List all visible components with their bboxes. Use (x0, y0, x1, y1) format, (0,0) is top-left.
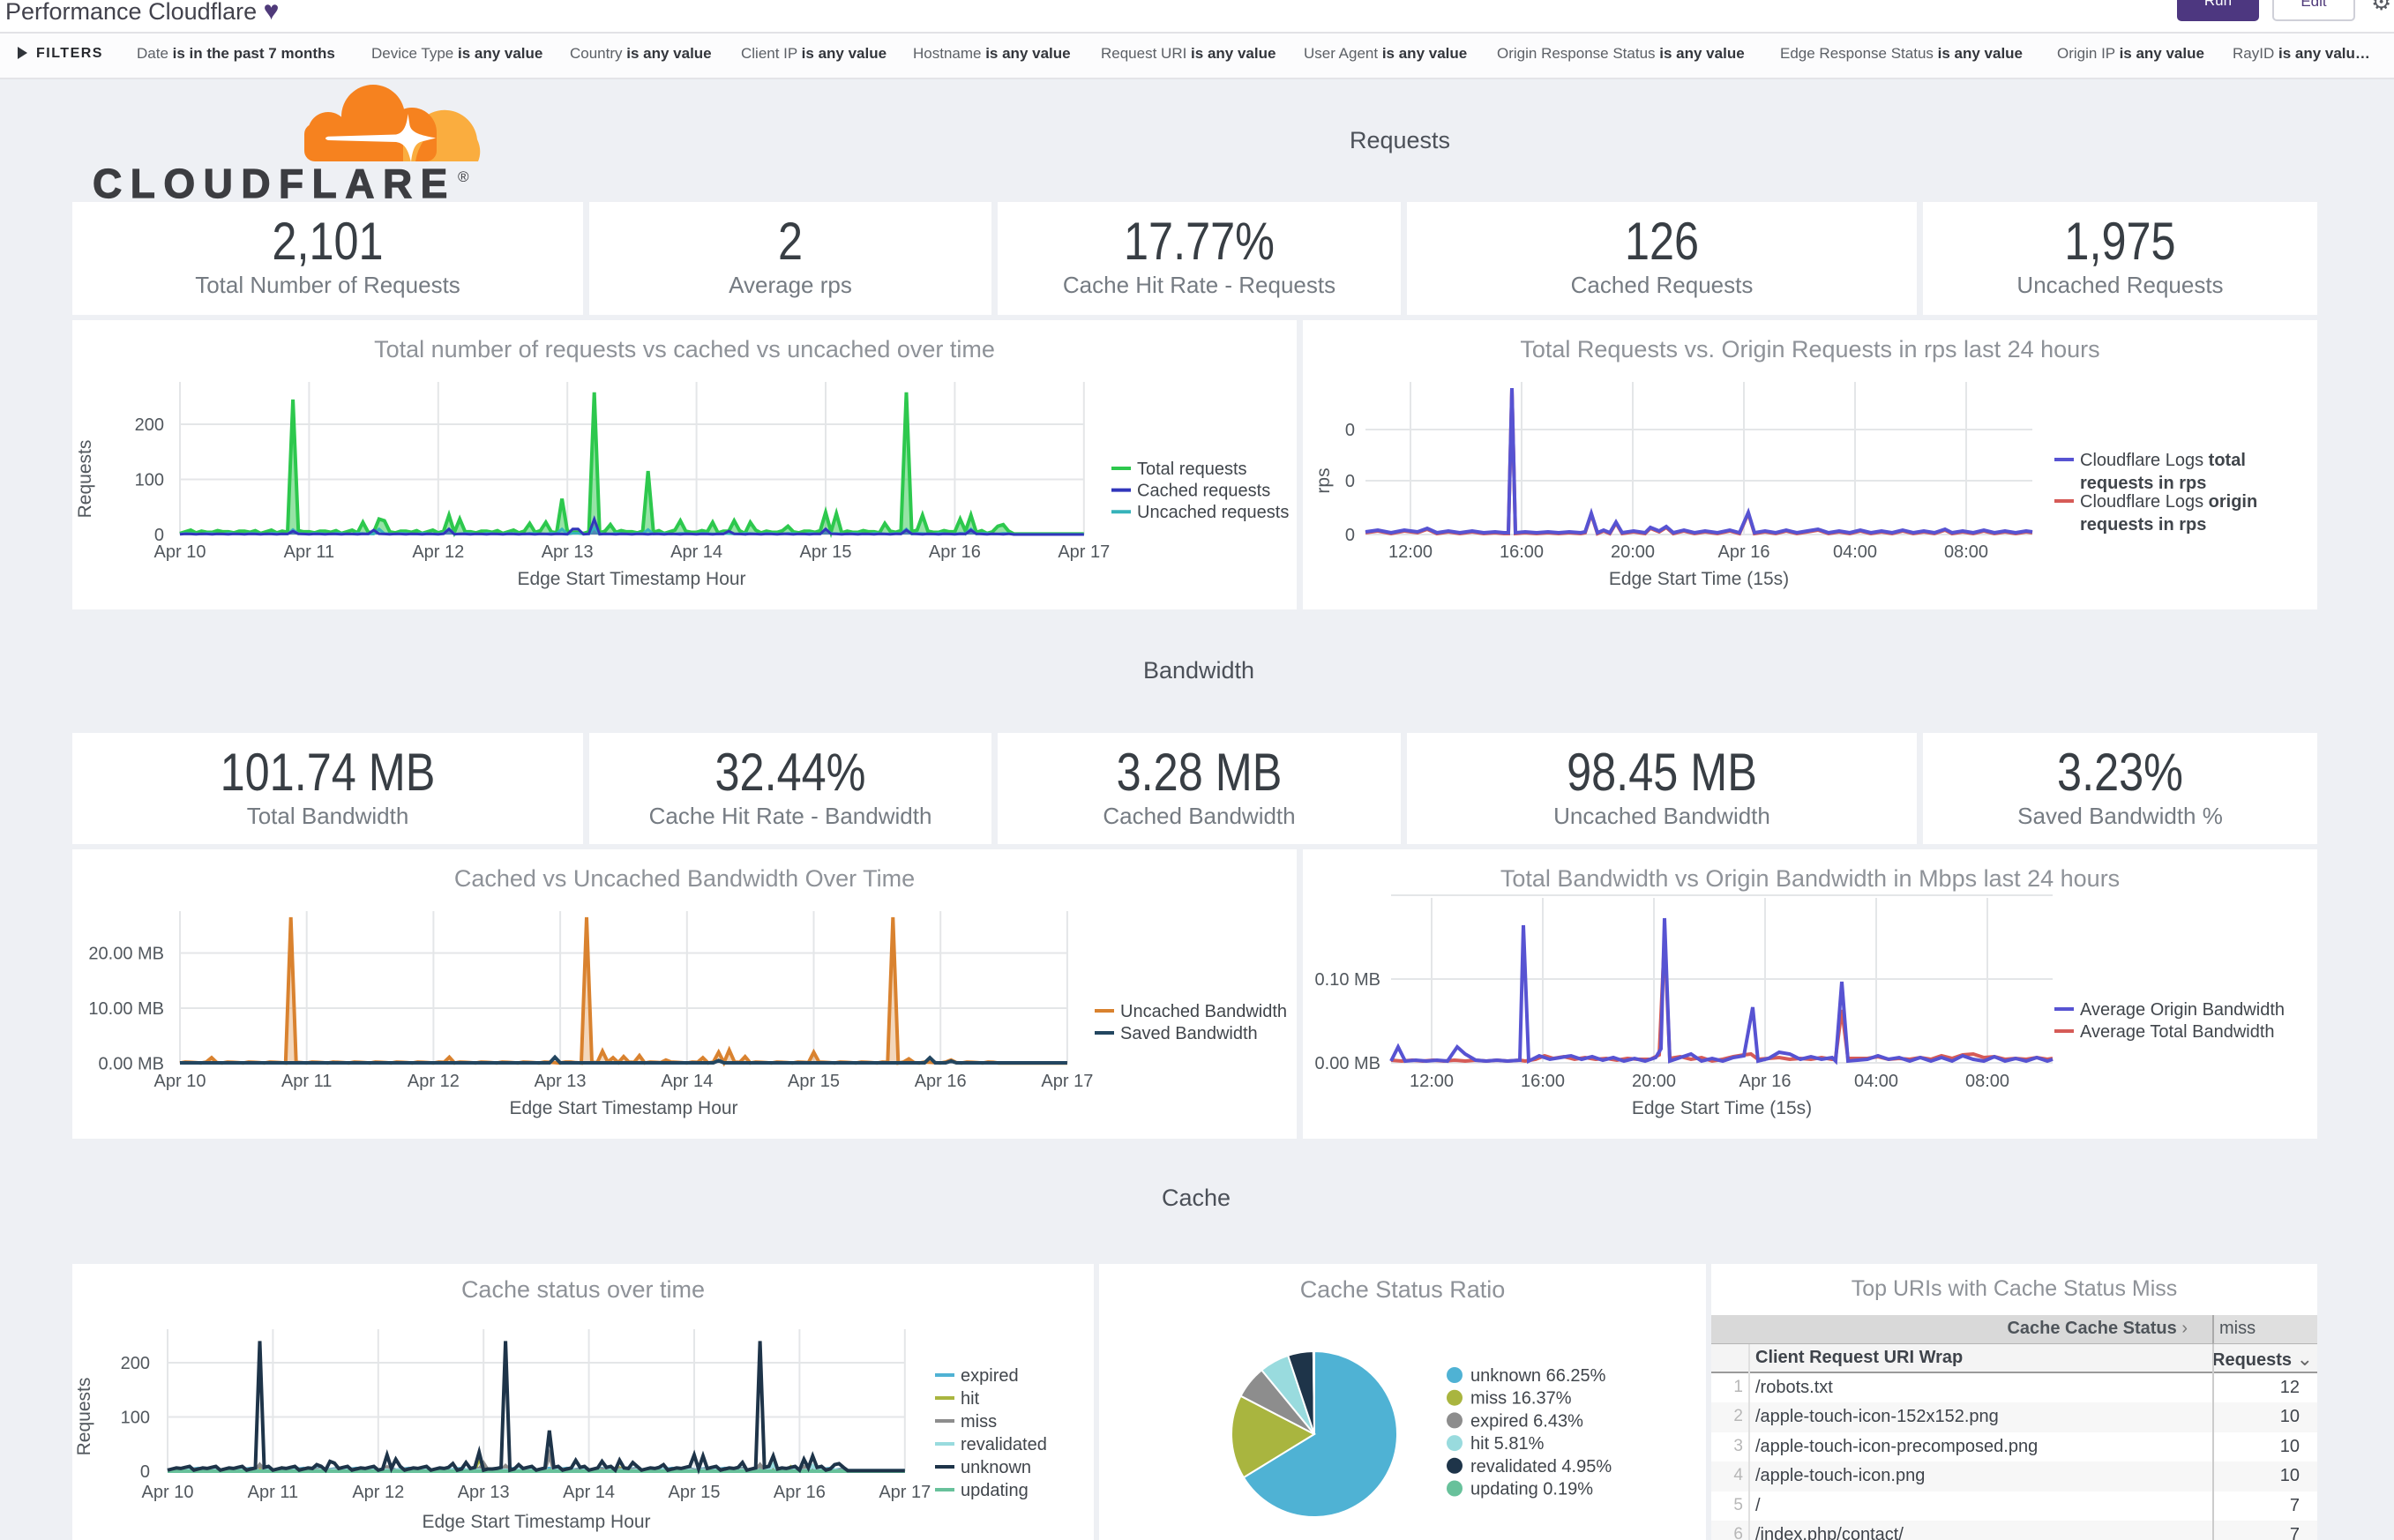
svg-text:Apr 17: Apr 17 (1041, 1072, 1093, 1091)
svg-text:Apr 15: Apr 15 (800, 542, 852, 562)
svg-text:Apr 15: Apr 15 (788, 1072, 840, 1091)
svg-text:Total Requests vs. Origin Requ: Total Requests vs. Origin Requests in rp… (1520, 336, 2099, 363)
svg-text:20:00: 20:00 (1611, 542, 1655, 562)
svg-text:rps: rps (1313, 467, 1334, 493)
svg-text:0: 0 (1345, 526, 1355, 545)
svg-text:expired: expired (961, 1366, 1019, 1386)
svg-text:Apr 10: Apr 10 (142, 1483, 194, 1502)
svg-text:0.00 MB: 0.00 MB (1315, 1054, 1380, 1073)
svg-text:Apr 12: Apr 12 (412, 542, 464, 562)
svg-text:Average Origin Bandwidth: Average Origin Bandwidth (2080, 1000, 2285, 1020)
svg-text:200: 200 (135, 415, 164, 435)
svg-text:08:00: 08:00 (1965, 1072, 2009, 1091)
svg-text:12:00: 12:00 (1388, 542, 1433, 562)
svg-text:0: 0 (140, 1462, 150, 1482)
svg-text:04:00: 04:00 (1833, 542, 1877, 562)
svg-text:Apr 10: Apr 10 (154, 1072, 206, 1091)
svg-text:Apr 14: Apr 14 (563, 1483, 615, 1502)
svg-text:Apr 12: Apr 12 (352, 1483, 404, 1502)
svg-text:Edge Start Timestamp Hour: Edge Start Timestamp Hour (517, 569, 745, 589)
svg-text:12:00: 12:00 (1410, 1072, 1454, 1091)
svg-text:CLOUDFLARE: CLOUDFLARE (93, 161, 456, 203)
svg-text:Apr 13: Apr 13 (542, 542, 594, 562)
svg-text:Apr 14: Apr 14 (661, 1072, 713, 1091)
svg-text:Edge Start Time (15s): Edge Start Time (15s) (1609, 569, 1789, 589)
svg-text:16:00: 16:00 (1500, 542, 1544, 562)
svg-text:08:00: 08:00 (1944, 542, 1988, 562)
svg-text:0.00 MB: 0.00 MB (99, 1055, 164, 1074)
svg-text:Apr 17: Apr 17 (1058, 542, 1110, 562)
svg-text:Cached vs Uncached Bandwidth O: Cached vs Uncached Bandwidth Over Time (454, 865, 915, 892)
svg-text:expired 6.43%: expired 6.43% (1470, 1411, 1583, 1431)
svg-text:Cache Status Ratio: Cache Status Ratio (1300, 1276, 1506, 1303)
svg-text:16:00: 16:00 (1521, 1072, 1565, 1091)
svg-text:Total number of requests vs ca: Total number of requests vs cached vs un… (374, 336, 995, 363)
svg-text:Apr 10: Apr 10 (154, 542, 206, 562)
svg-text:Apr 14: Apr 14 (670, 542, 722, 562)
svg-text:miss 16.37%: miss 16.37% (1470, 1389, 1572, 1409)
svg-text:Apr 16: Apr 16 (1718, 542, 1770, 562)
svg-text:100: 100 (121, 1409, 150, 1428)
svg-text:Edge Start Timestamp Hour: Edge Start Timestamp Hour (422, 1512, 650, 1532)
svg-text:Apr 13: Apr 13 (535, 1072, 587, 1091)
svg-text:Total requests: Total requests (1137, 460, 1247, 479)
svg-text:updating: updating (961, 1481, 1029, 1500)
svg-text:Edge Start Time (15s): Edge Start Time (15s) (1632, 1098, 1812, 1118)
svg-text:04:00: 04:00 (1854, 1072, 1898, 1091)
svg-text:10.00 MB: 10.00 MB (88, 999, 164, 1019)
svg-text:0: 0 (154, 526, 164, 545)
svg-text:revalidated 4.95%: revalidated 4.95% (1470, 1457, 1612, 1476)
svg-text:Uncached Bandwidth: Uncached Bandwidth (1120, 1002, 1287, 1021)
svg-text:®: ® (458, 168, 469, 185)
svg-text:Average Total Bandwidth: Average Total Bandwidth (2080, 1022, 2275, 1042)
svg-text:hit: hit (961, 1389, 980, 1409)
svg-text:200: 200 (121, 1354, 150, 1373)
svg-text:Apr 11: Apr 11 (248, 1483, 298, 1502)
svg-text:miss: miss (961, 1412, 997, 1432)
svg-text:20.00 MB: 20.00 MB (88, 945, 164, 964)
svg-text:Apr 16: Apr 16 (915, 1072, 967, 1091)
svg-text:Apr 16: Apr 16 (929, 542, 981, 562)
svg-text:Requests: Requests (75, 440, 95, 519)
svg-text:Apr 13: Apr 13 (458, 1483, 510, 1502)
svg-text:Edge Start Timestamp Hour: Edge Start Timestamp Hour (509, 1098, 737, 1118)
svg-text:0.10 MB: 0.10 MB (1315, 970, 1380, 990)
svg-text:updating 0.19%: updating 0.19% (1470, 1480, 1593, 1499)
svg-text:Apr 11: Apr 11 (284, 542, 334, 562)
svg-text:Apr 12: Apr 12 (408, 1072, 460, 1091)
svg-text:Apr 16: Apr 16 (774, 1483, 826, 1502)
svg-text:0: 0 (1345, 472, 1355, 491)
svg-text:Apr 16: Apr 16 (1739, 1072, 1792, 1091)
svg-text:Requests: Requests (74, 1378, 94, 1456)
svg-text:Cloudflare Logs total: Cloudflare Logs total (2080, 451, 2246, 470)
svg-text:requests in rps: requests in rps (2080, 515, 2206, 535)
svg-text:requests in rps: requests in rps (2080, 474, 2206, 493)
svg-text:Apr 15: Apr 15 (669, 1483, 721, 1502)
svg-text:0: 0 (1345, 421, 1355, 440)
svg-text:20:00: 20:00 (1632, 1072, 1676, 1091)
svg-text:hit 5.81%: hit 5.81% (1470, 1434, 1545, 1454)
svg-text:revalidated: revalidated (961, 1435, 1047, 1454)
svg-text:Cloudflare Logs origin: Cloudflare Logs origin (2080, 492, 2257, 512)
svg-text:Cache status over time: Cache status over time (461, 1276, 705, 1303)
svg-text:Apr 11: Apr 11 (281, 1072, 332, 1091)
svg-text:unknown 66.25%: unknown 66.25% (1470, 1366, 1606, 1386)
svg-text:100: 100 (135, 471, 164, 490)
svg-text:Apr 17: Apr 17 (879, 1483, 931, 1502)
svg-text:Cached requests: Cached requests (1137, 482, 1270, 501)
svg-text:Total Bandwidth vs Origin Band: Total Bandwidth vs Origin Bandwidth in M… (1500, 865, 2120, 892)
svg-text:unknown: unknown (961, 1458, 1031, 1477)
svg-text:Saved Bandwidth: Saved Bandwidth (1120, 1024, 1258, 1043)
svg-text:Uncached requests: Uncached requests (1137, 503, 1289, 522)
